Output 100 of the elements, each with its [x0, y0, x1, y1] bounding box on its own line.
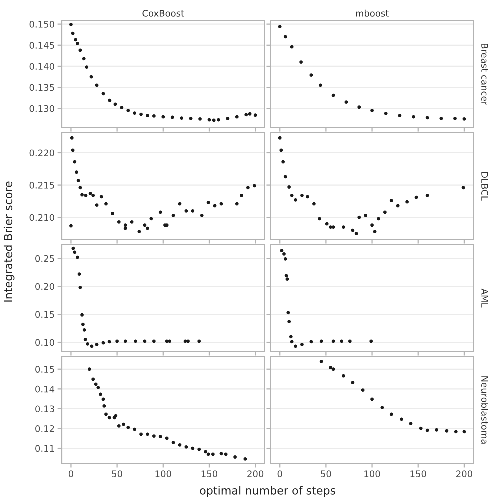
point	[198, 117, 202, 121]
point	[306, 195, 310, 199]
point	[373, 230, 377, 234]
point	[211, 452, 215, 456]
point	[92, 378, 96, 382]
point	[126, 426, 130, 430]
point	[454, 117, 457, 120]
point	[104, 412, 108, 416]
point	[76, 179, 80, 182]
y-tick-label: 0.140	[30, 63, 54, 70]
point	[90, 344, 94, 348]
point	[284, 257, 288, 261]
point	[384, 112, 388, 116]
point	[198, 448, 202, 452]
y-tick-label: 0.220	[30, 150, 54, 157]
y-tick-label: 0.15	[36, 311, 54, 318]
point	[76, 42, 80, 46]
point	[406, 200, 410, 204]
point	[140, 112, 143, 116]
point	[342, 226, 346, 230]
point	[94, 382, 98, 386]
point	[72, 246, 76, 250]
point	[358, 216, 362, 220]
point	[92, 194, 96, 198]
point	[102, 404, 106, 408]
x-tick-label: 150	[202, 470, 218, 478]
point	[70, 224, 73, 228]
point	[342, 374, 346, 378]
point	[234, 456, 237, 459]
point	[70, 136, 74, 140]
point	[88, 368, 92, 372]
point	[288, 186, 292, 189]
point	[454, 430, 458, 434]
point	[133, 112, 137, 115]
point	[82, 322, 85, 326]
point	[140, 432, 143, 436]
point	[300, 194, 304, 198]
point	[95, 343, 99, 346]
point	[348, 340, 352, 344]
point	[126, 109, 130, 112]
point	[462, 117, 466, 121]
point	[114, 102, 118, 106]
y-tick-label: 0.130	[30, 105, 54, 112]
y-tick-label: 0.25	[36, 255, 54, 262]
point	[380, 406, 384, 410]
point	[235, 202, 239, 206]
point	[310, 74, 314, 78]
point	[390, 412, 394, 416]
x-tick-label: 100	[364, 470, 380, 478]
point	[244, 458, 248, 461]
point	[278, 136, 282, 140]
point	[108, 416, 112, 420]
point	[377, 217, 380, 221]
y-tick-label: 0.11	[36, 445, 54, 452]
point	[82, 57, 86, 61]
y-axis-title: Integrated Brier score	[4, 182, 15, 302]
point	[134, 340, 138, 344]
point	[419, 426, 423, 430]
point	[332, 368, 336, 372]
point	[254, 114, 258, 118]
point	[100, 195, 104, 199]
point	[300, 343, 304, 346]
point	[146, 114, 150, 118]
point	[390, 199, 394, 203]
point	[111, 212, 114, 216]
point	[383, 210, 387, 214]
y2-axis-title: DLBCL	[482, 172, 488, 201]
point	[409, 422, 413, 426]
y-tick-label: 0.14	[36, 386, 55, 393]
point	[320, 340, 324, 344]
y-tick-label: 0.15	[36, 366, 54, 373]
x-tick-label: 50	[112, 470, 122, 478]
point	[180, 116, 184, 120]
point	[162, 115, 166, 119]
point	[120, 106, 124, 110]
chart-title: CoxBoost	[142, 10, 184, 17]
point	[122, 422, 126, 426]
point	[84, 338, 88, 342]
point	[426, 116, 430, 120]
point	[280, 249, 284, 253]
y-tick-label: 0.210	[30, 214, 54, 222]
point	[224, 452, 228, 456]
point	[426, 194, 430, 198]
point	[80, 313, 84, 317]
point	[290, 340, 294, 344]
point	[318, 84, 322, 88]
point	[108, 340, 112, 344]
point	[400, 418, 404, 422]
point	[332, 226, 336, 230]
point	[78, 272, 82, 276]
point	[252, 184, 256, 188]
point	[168, 340, 172, 344]
point	[78, 186, 82, 190]
point	[354, 232, 358, 236]
point	[370, 109, 374, 112]
point	[130, 220, 134, 224]
point	[364, 214, 368, 218]
x-tick-label: 150	[410, 470, 426, 478]
point	[370, 398, 374, 402]
x-tick-label: 200	[456, 470, 472, 478]
